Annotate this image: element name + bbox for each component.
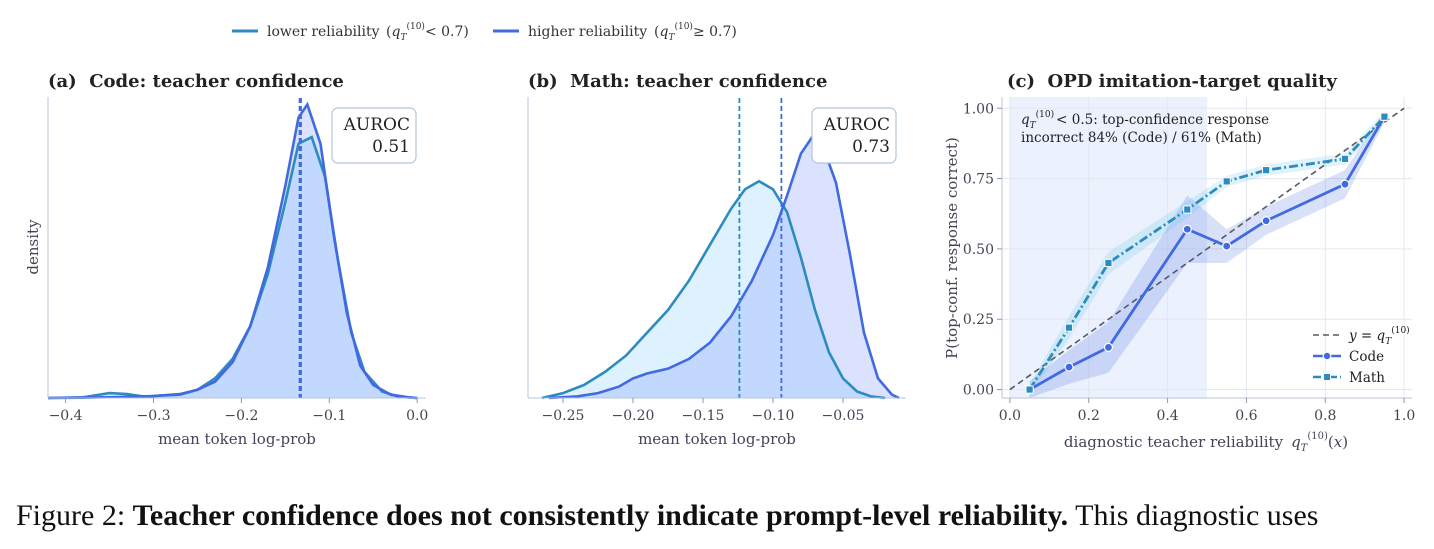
x-tick-label: −0.25 xyxy=(542,408,585,424)
panel-b-auroc-label: AUROC xyxy=(823,115,890,135)
x-tick-label: 0.2 xyxy=(1078,408,1100,424)
panel-c-title: (c) OPD imitation-target quality xyxy=(1007,71,1337,92)
code-confidence-band xyxy=(1029,111,1385,398)
higher-density-curve xyxy=(548,135,900,400)
x-tick-label: −0.1 xyxy=(312,408,346,424)
legend-code-marker xyxy=(1322,351,1332,361)
panel-a-xlabel: mean token log-prob xyxy=(158,430,316,448)
caption-bold: Teacher confidence does not consistently… xyxy=(132,499,1069,532)
figure-caption: Figure 2: Teacher confidence does not co… xyxy=(16,496,1426,536)
y-tick-label: 1.00 xyxy=(963,101,994,117)
legend-higher-label: higher reliability xyxy=(528,24,647,40)
x-tick-label: −0.15 xyxy=(682,408,725,424)
panel-c-xlabel-text: diagnostic teacher reliability xyxy=(1064,433,1284,451)
panel-c-annotation-line2: incorrect 84% (Code) / 61% (Math) xyxy=(1021,130,1262,146)
code-point xyxy=(1340,179,1350,189)
x-tick-label: −0.2 xyxy=(224,408,258,424)
panel-c-ylabel: P(top-conf. response correct) xyxy=(943,137,961,359)
panel-a-auroc-value: 0.51 xyxy=(372,137,410,157)
panel-b-auroc-box xyxy=(811,107,897,164)
lower-density-curve xyxy=(541,179,886,400)
legend-identity-label: y = qT(10) xyxy=(1348,325,1410,347)
x-tick-label: 1.0 xyxy=(1393,408,1415,424)
panel-a-auroc-box xyxy=(331,107,417,164)
code-point xyxy=(1222,241,1232,251)
x-tick-label: 0.4 xyxy=(1156,408,1178,424)
x-tick-label: −0.4 xyxy=(49,408,83,424)
x-tick-label: −0.3 xyxy=(136,408,170,424)
legend-math-marker xyxy=(1323,373,1331,381)
math-point xyxy=(1183,205,1192,214)
x-tick-label: 0.0 xyxy=(999,408,1021,424)
math-point xyxy=(1025,385,1034,394)
x-tick-label: −0.05 xyxy=(822,408,865,424)
code-point xyxy=(1064,362,1074,372)
y-tick-label: 0.00 xyxy=(963,383,994,399)
code-point xyxy=(1103,342,1114,352)
math-point xyxy=(1262,166,1271,175)
y-tick-label: 0.75 xyxy=(963,172,994,188)
panel-b-plot: −0.25 −0.20 −0.15 −0.10 −0.05 mean token log… xyxy=(527,97,906,448)
x-tick-label: −0.20 xyxy=(612,408,655,424)
panel-c-xlabel: diagnostic teacher reliability qT(10)(x) xyxy=(1064,431,1348,454)
y-tick-label: 0.50 xyxy=(963,242,994,258)
x-tick-label: 0.8 xyxy=(1314,408,1336,424)
lower-density-curve xyxy=(47,135,418,400)
panel-a-auroc-label: AUROC xyxy=(343,115,410,135)
y-tick-label: 0.25 xyxy=(963,312,994,328)
math-point xyxy=(1340,154,1350,163)
x-tick-label: −0.10 xyxy=(752,408,795,424)
math-series-line xyxy=(1028,115,1386,391)
lower-density-fill xyxy=(48,137,418,398)
x-tick-label: 0.0 xyxy=(406,408,428,424)
legend-math-label: Math xyxy=(1349,370,1385,386)
panel-c-legend: y = qT(10) Code Math xyxy=(1313,325,1410,386)
lower-density-fill xyxy=(542,181,885,398)
higher-density-fill xyxy=(549,137,899,398)
panel-a-ylabel: density xyxy=(24,219,42,275)
panel-c-plot: 0.0 0.2 0.4 0.6 0.8 1.0 0.00 0.25 0.50 0.75 1.00 P… xyxy=(943,97,1415,454)
panel-b-auroc-value: 0.73 xyxy=(852,137,890,157)
legend-lower-label: lower reliability xyxy=(267,24,380,40)
x-tick-label: 0.6 xyxy=(1235,408,1257,424)
math-point xyxy=(1064,323,1074,332)
panel-a-plot: −0.4 −0.3 −0.2 −0.1 0.0 density mean token l… xyxy=(24,97,428,448)
legend-code-label: Code xyxy=(1349,349,1384,365)
top-legend: lower reliability (qT(10)< 0.7) higher r… xyxy=(232,21,737,43)
math-point xyxy=(1104,258,1113,268)
caption-rest: This diagnostic uses xyxy=(1068,499,1319,532)
higher-density-curve xyxy=(47,101,418,400)
legend-higher-cond: (qT(10)≥ 0.7) xyxy=(654,21,737,43)
code-point xyxy=(1182,224,1192,234)
identity-line xyxy=(1009,107,1405,391)
panel-a-title: (a) Code: teacher confidence xyxy=(48,71,344,92)
panel-b-xlabel: mean token log-prob xyxy=(638,430,796,448)
math-point xyxy=(1380,112,1389,121)
caption-prefix: Figure 2: xyxy=(16,499,133,532)
code-point xyxy=(1261,216,1271,226)
legend-lower-cond: (qT(10)< 0.7) xyxy=(386,21,469,43)
math-point xyxy=(1222,177,1231,186)
panel-b-title: (b) Math: teacher confidence xyxy=(528,71,827,92)
panel-c-annotation-line1: qT(10) < 0.5: top-confidence response xyxy=(1021,109,1269,131)
code-series-line xyxy=(1028,115,1386,391)
